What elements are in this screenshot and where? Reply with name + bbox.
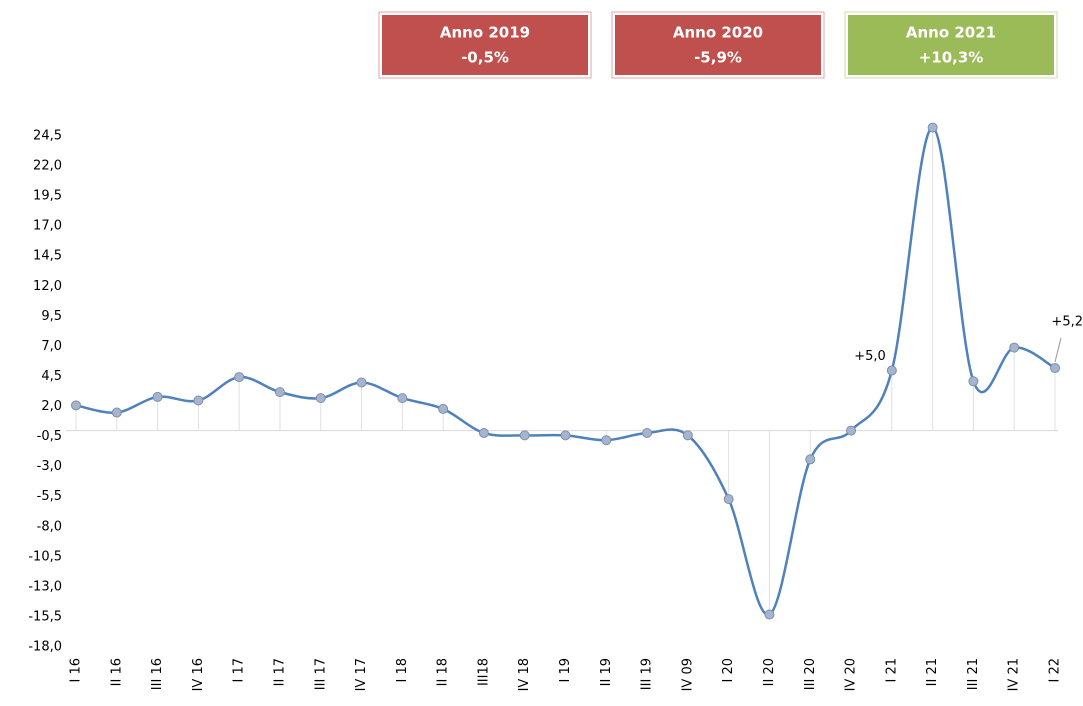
data-label: +5,0 <box>854 349 886 364</box>
y-tick-label: -8,0 <box>37 519 62 534</box>
x-tick-label: I 21 <box>884 658 899 683</box>
y-tick-label: 22,0 <box>33 159 62 174</box>
x-tick-label: II 20 <box>762 658 777 686</box>
x-tick-label: IV 09 <box>680 658 695 691</box>
data-point <box>193 395 204 406</box>
y-tick-label: -5,5 <box>37 489 62 504</box>
x-tick-label: I 16 <box>69 658 84 683</box>
x-tick-label: IV 20 <box>844 658 859 691</box>
y-tick-label: -18,0 <box>28 640 62 655</box>
x-tick-label: I 18 <box>395 658 410 683</box>
x-tick-label: IV 21 <box>1007 658 1022 691</box>
data-point <box>805 454 816 465</box>
y-tick-label: -13,0 <box>28 579 62 594</box>
x-tick-label: III 21 <box>966 658 981 690</box>
data-label: +5,2 <box>1051 315 1083 330</box>
x-tick-label: I 22 <box>1048 658 1063 683</box>
data-point <box>315 393 326 404</box>
y-tick-label: -3,0 <box>37 459 62 474</box>
label-leader <box>1054 337 1062 363</box>
data-point <box>886 365 897 376</box>
annotation-title: Anno 2019 <box>440 24 530 42</box>
data-point <box>682 430 693 441</box>
data-point <box>723 494 734 505</box>
data-point <box>152 391 163 402</box>
x-tick-label: IV 18 <box>517 658 532 691</box>
y-tick-label: 24,5 <box>33 129 62 144</box>
series-line <box>75 126 1056 616</box>
annotation-box <box>615 15 821 75</box>
x-tick-label: I 17 <box>232 658 247 683</box>
y-tick-label: -15,5 <box>28 609 62 624</box>
y-tick-label: -0,5 <box>37 429 62 444</box>
y-tick-label: 12,0 <box>33 279 62 294</box>
x-tick-label: III18 <box>476 658 491 686</box>
annotation-box <box>382 15 588 75</box>
data-point <box>1009 342 1020 353</box>
annotation-box <box>848 15 1054 75</box>
x-tick-label: II 21 <box>925 658 940 686</box>
data-point <box>642 427 653 438</box>
data-point <box>234 372 245 383</box>
x-tick-label: IV 16 <box>191 658 206 691</box>
x-tick-label: IV 17 <box>354 658 369 691</box>
annotation-title: Anno 2021 <box>906 24 996 42</box>
annotation-value: +10,3% <box>919 49 984 67</box>
data-point <box>927 122 938 133</box>
x-tick-label: II 17 <box>272 658 287 686</box>
data-point <box>438 403 449 414</box>
data-point <box>1050 363 1060 374</box>
annotation-value: -0,5% <box>461 49 509 67</box>
x-tick-label: III 19 <box>640 658 655 690</box>
x-tick-label: I 20 <box>721 658 736 683</box>
data-point <box>601 435 612 446</box>
y-tick-label: 9,5 <box>41 309 62 324</box>
x-tick-label: III 16 <box>150 658 165 690</box>
y-tick-label: 2,0 <box>41 399 62 414</box>
y-tick-label: 7,0 <box>41 339 62 354</box>
y-tick-label: -10,5 <box>28 549 62 564</box>
annotation-value: -5,9% <box>694 49 742 67</box>
annotation-title: Anno 2020 <box>673 24 763 42</box>
x-tick-label: II 18 <box>436 658 451 686</box>
x-tick-label: II 19 <box>599 658 614 686</box>
x-tick-label: II 16 <box>109 658 124 686</box>
data-point <box>274 387 285 398</box>
data-point <box>560 430 571 441</box>
y-tick-label: 17,0 <box>33 219 62 234</box>
x-tick-label: I 19 <box>558 658 573 683</box>
y-tick-label: 4,5 <box>41 369 62 384</box>
data-point <box>846 425 857 436</box>
data-point <box>397 393 408 404</box>
data-point <box>764 609 775 620</box>
data-point <box>968 376 979 387</box>
data-point <box>111 407 122 418</box>
data-point <box>356 377 367 388</box>
x-tick-label: III 17 <box>313 658 328 690</box>
x-tick-label: III 20 <box>803 658 818 690</box>
y-tick-label: 14,5 <box>33 249 62 264</box>
y-tick-label: 19,5 <box>33 189 62 204</box>
data-point <box>71 400 81 411</box>
data-point <box>519 430 530 441</box>
data-point <box>478 427 489 438</box>
